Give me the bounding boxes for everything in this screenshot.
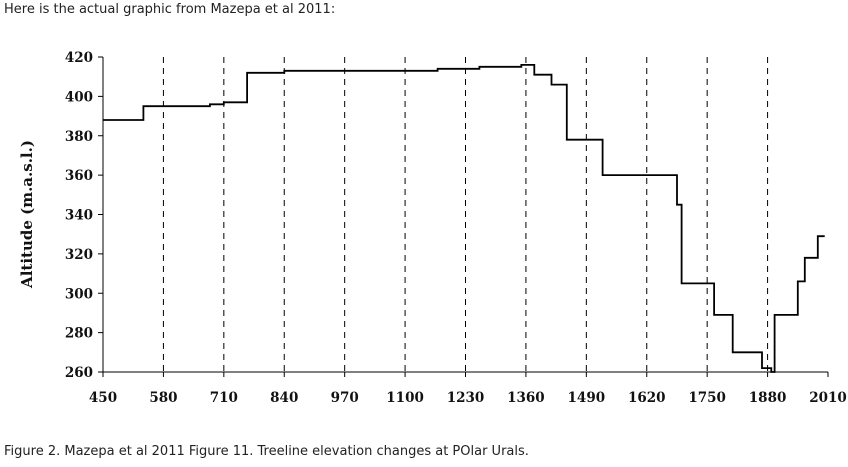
y-axis-label: Altitude (m.a.s.l.) [18,140,36,289]
x-tick-label-580: 580 [149,390,177,406]
figure-caption: Figure 2. Mazepa et al 2011 Figure 11. T… [4,444,529,459]
x-tick-label-710: 710 [210,390,238,406]
x-tick-label-1490: 1490 [568,390,606,406]
y-tick-label-420: 420 [65,50,93,66]
chart-series [103,64,825,373]
y-tick-label-380: 380 [65,129,93,145]
x-tick-label-1620: 1620 [628,390,666,406]
x-tick-labels: 450 580 710 840 970 1100 1230 1360 1490 1620 1750 1… [89,390,847,406]
x-tick-label-840: 840 [270,390,298,406]
series-line-0 [103,64,825,373]
y-tick-label-300: 300 [65,286,93,302]
y-tick-label-400: 400 [65,89,93,105]
x-tick-label-1100: 1100 [386,390,424,406]
x-tick-label-450: 450 [89,390,117,406]
dashed-reference-lines [162,57,769,372]
x-tick-label-1880: 1880 [749,390,787,406]
x-tick-label-1750: 1750 [688,390,726,406]
x-tick-label-1230: 1230 [447,390,485,406]
intro-text: Here is the actual graphic from Mazepa e… [4,2,336,17]
y-tick-label-340: 340 [65,208,93,224]
x-tick-label-1360: 1360 [507,390,545,406]
treeline-altitude-chart: 260 280 300 320 340 360 380 400 420 450 580 710 840… [18,50,847,406]
chart-axes [98,56,829,377]
x-tick-label-970: 970 [331,390,359,406]
y-tick-label-360: 360 [65,168,93,184]
y-tick-labels: 260 280 300 320 340 360 380 400 420 [65,50,93,381]
x-tick-label-2010: 2010 [809,390,847,406]
y-tick-label-260: 260 [65,365,93,381]
y-tick-label-320: 320 [65,247,93,263]
y-tick-label-280: 280 [65,326,93,342]
